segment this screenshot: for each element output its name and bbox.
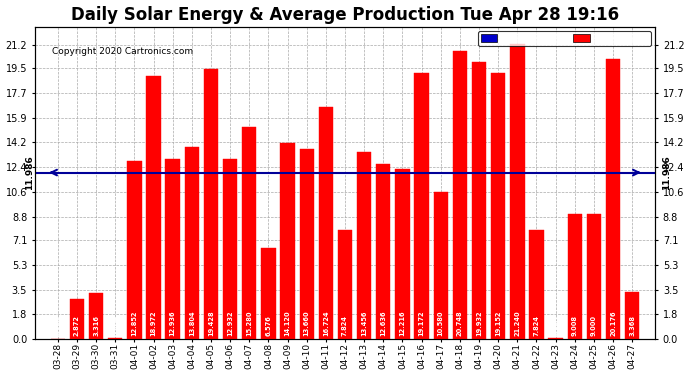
Text: 11.986: 11.986 [662, 155, 671, 190]
Text: 19.932: 19.932 [476, 310, 482, 336]
Bar [223, 159, 237, 339]
Bar [453, 51, 467, 339]
Text: 11.986: 11.986 [25, 155, 34, 190]
Bar [166, 159, 180, 339]
Bar [357, 152, 371, 339]
Text: 0.000: 0.000 [55, 315, 61, 336]
Bar [146, 75, 161, 339]
Bar [185, 147, 199, 339]
Text: 2.872: 2.872 [74, 315, 80, 336]
Bar [549, 338, 563, 339]
Text: 19.428: 19.428 [208, 310, 214, 336]
Text: 13.456: 13.456 [361, 311, 367, 336]
Text: 9.000: 9.000 [591, 315, 597, 336]
Bar [376, 164, 391, 339]
Text: 7.824: 7.824 [533, 315, 540, 336]
Bar [433, 192, 448, 339]
Text: 18.972: 18.972 [150, 310, 157, 336]
Bar [89, 293, 104, 339]
Bar [568, 214, 582, 339]
Bar [262, 248, 275, 339]
Text: 12.636: 12.636 [380, 310, 386, 336]
Text: 6.576: 6.576 [266, 315, 271, 336]
Text: 0.064: 0.064 [112, 315, 118, 336]
Text: 12.216: 12.216 [400, 310, 406, 336]
Text: 19.172: 19.172 [419, 310, 424, 336]
Text: 21.240: 21.240 [514, 310, 520, 336]
Bar [204, 69, 218, 339]
Text: 3.368: 3.368 [629, 315, 635, 336]
Text: 14.120: 14.120 [284, 310, 290, 336]
Text: 15.280: 15.280 [246, 311, 253, 336]
Text: Copyright 2020 Cartronics.com: Copyright 2020 Cartronics.com [52, 47, 193, 56]
Text: 13.804: 13.804 [189, 310, 195, 336]
Bar [510, 44, 524, 339]
Text: 20.748: 20.748 [457, 310, 463, 336]
Text: 19.152: 19.152 [495, 311, 501, 336]
Bar [395, 170, 410, 339]
Bar [108, 338, 122, 339]
Bar [319, 107, 333, 339]
Text: 9.008: 9.008 [572, 315, 578, 336]
Text: 12.932: 12.932 [227, 310, 233, 336]
Legend: Average  (kWh), Daily  (kWh): Average (kWh), Daily (kWh) [478, 31, 651, 46]
Text: 13.660: 13.660 [304, 310, 310, 336]
Bar [625, 292, 640, 339]
Bar [338, 230, 352, 339]
Bar [70, 299, 84, 339]
Title: Daily Solar Energy & Average Production Tue Apr 28 19:16: Daily Solar Energy & Average Production … [71, 6, 619, 24]
Bar [242, 127, 257, 339]
Bar [127, 160, 141, 339]
Text: 10.580: 10.580 [437, 311, 444, 336]
Text: 20.176: 20.176 [610, 310, 616, 336]
Bar [529, 230, 544, 339]
Bar [299, 149, 314, 339]
Bar [472, 62, 486, 339]
Text: 7.824: 7.824 [342, 315, 348, 336]
Text: 12.936: 12.936 [170, 310, 176, 336]
Bar [606, 59, 620, 339]
Bar [491, 73, 505, 339]
Bar [280, 143, 295, 339]
Bar [415, 73, 428, 339]
Text: 3.316: 3.316 [93, 315, 99, 336]
Text: 16.724: 16.724 [323, 310, 329, 336]
Text: 0.104: 0.104 [553, 315, 559, 336]
Text: 12.852: 12.852 [131, 311, 137, 336]
Bar [586, 214, 601, 339]
